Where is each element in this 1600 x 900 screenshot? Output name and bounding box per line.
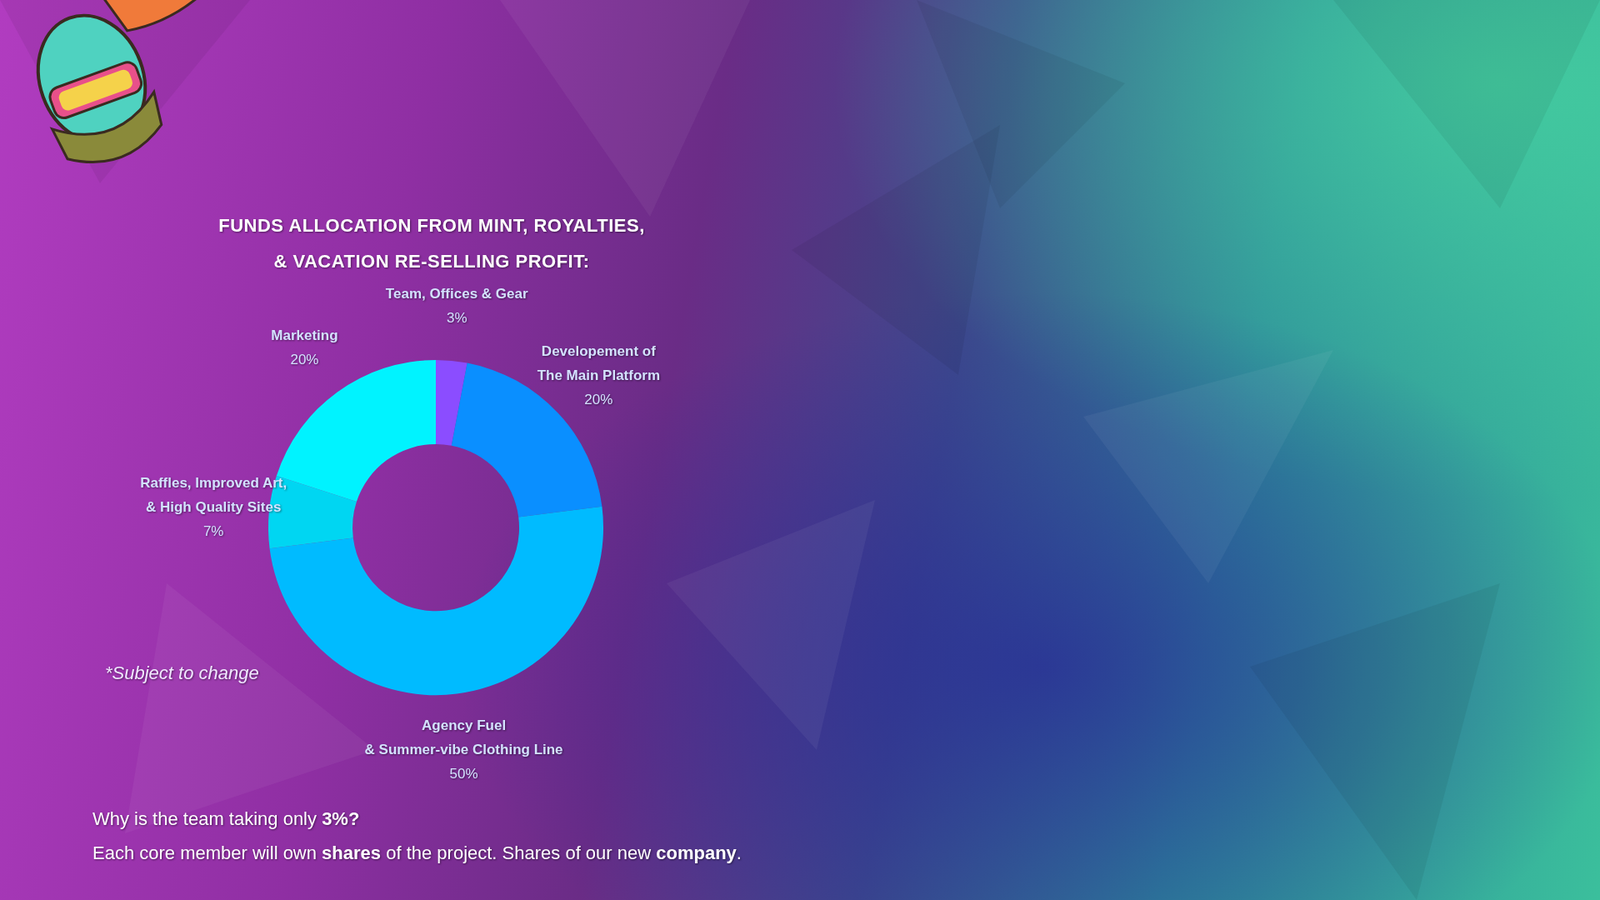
background-pattern	[0, 0, 1600, 900]
mascot-glass	[56, 67, 135, 112]
slice-value-label: 3%	[446, 310, 468, 326]
slice-value-label: 20%	[290, 351, 319, 368]
mascot-collar	[52, 91, 172, 176]
slice-value-label: 20%	[584, 391, 613, 408]
canvas: FUNDS ALLOCATION FROM MINT, ROYALTIES, & …	[0, 0, 1600, 900]
footnote: Why is the team taking only 3%?	[92, 808, 360, 830]
mascot-visor	[47, 59, 145, 120]
chart-title: FUNDS ALLOCATION FROM MINT, ROYALTIES, & …	[218, 215, 645, 272]
slice-value-label: 50%	[450, 765, 479, 782]
annotation: *Subject to change	[105, 662, 260, 684]
donut	[268, 360, 604, 695]
chart-title-line: FUNDS ALLOCATION FROM MINT, ROYALTIES,	[218, 215, 645, 236]
footnote: Each core member will own shares of the …	[92, 842, 742, 864]
slice-label-line: The Main Platform	[537, 367, 660, 384]
background-triangle	[500, 0, 750, 217]
background-triangle	[791, 125, 1000, 375]
footnote-segment: company	[655, 842, 737, 864]
slice-label: Developement of The Main Platform 20%	[537, 343, 660, 408]
footnote-segment: 3%?	[321, 808, 360, 830]
slice-label-line: Developement of	[541, 343, 656, 360]
slice-label: Marketing 20%	[270, 327, 338, 368]
footnote-segment: Each core member will own	[92, 842, 322, 864]
slice-label-line: Agency Fuel	[421, 717, 506, 734]
footnote-segment: .	[736, 842, 742, 864]
mascot	[9, 0, 262, 176]
slice-label: Team, Offices & Gear 3%	[385, 285, 529, 326]
background-triangle	[1333, 0, 1600, 209]
slice-label-line: & Summer-vibe Clothing Line	[365, 741, 564, 758]
slice-label: Agency Fuel & Summer-vibe Clothing Line 50…	[365, 717, 564, 782]
slice-label-line: Marketing	[270, 327, 338, 344]
chart-title-line: & VACATION RE-SELLING PROFIT:	[273, 250, 590, 272]
slice-label-line: Raffles, Improved Art,	[140, 475, 287, 491]
footnote-segment: of the project. Shares of our new	[380, 842, 656, 864]
slice-label-line: Team, Offices & Gear	[385, 285, 529, 302]
footnote-segment: shares	[321, 842, 381, 864]
background-triangle	[1250, 583, 1500, 900]
footnote-segment: Why is the team taking only	[92, 808, 322, 830]
donut-slice	[451, 363, 603, 518]
slice-labels: Team, Offices & Gear 3% Developement of The…	[140, 285, 660, 782]
slice-label: Raffles, Improved Art, & High Quality Sit…	[140, 475, 287, 540]
background-triangle	[666, 500, 875, 750]
background-triangle	[916, 0, 1125, 209]
donut-slice	[276, 360, 436, 502]
slice-label-line: & High Quality Sites	[145, 499, 281, 515]
background-triangle	[1083, 350, 1334, 584]
slice-value-label: 7%	[203, 523, 225, 540]
